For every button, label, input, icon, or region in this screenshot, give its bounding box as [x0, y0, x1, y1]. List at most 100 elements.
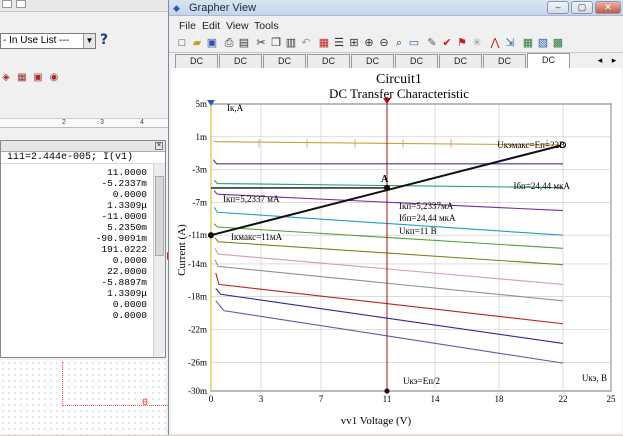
- help-icon[interactable]: ?: [100, 32, 109, 48]
- schematic-workspace[interactable]: [0, 360, 166, 435]
- ruler-tick: 4: [140, 119, 144, 126]
- grapher-toolbar: □ ▰ ▣ ⎙ ▤ ✂ ❐ ▥ ↶ ▦ ☰ ⊞ ⊕ ⊖ ⌕ ▭ ✎ ✔ ⚑ ✳ …: [169, 35, 623, 53]
- vertical-scrollbar[interactable]: [153, 164, 165, 357]
- checkbox[interactable]: [16, 0, 26, 8]
- load-line-point: [383, 184, 391, 192]
- tab-dc-sweep[interactable]: DC Sweep: [307, 54, 350, 79]
- tab-dc-sweep-active[interactable]: DC Sweep: [527, 53, 570, 78]
- maximize-button[interactable]: ▢: [571, 1, 593, 14]
- display-settings-icon[interactable]: ▩: [552, 37, 564, 49]
- component-icon[interactable]: ▦: [17, 72, 27, 83]
- spreadsheet-cell: 0.0000: [112, 310, 147, 321]
- combo-value: - In Use List ---: [3, 35, 70, 46]
- tab-dc-sweep[interactable]: DC Sweep: [351, 54, 394, 79]
- y-tick-label: -11m: [188, 230, 207, 240]
- zoom-full-icon[interactable]: ▭: [408, 37, 420, 49]
- tab-scroll-right-icon[interactable]: ▸: [611, 55, 617, 65]
- zoom-out-icon[interactable]: ⊖: [379, 37, 389, 49]
- component-icon[interactable]: ▣: [33, 72, 43, 83]
- x-tick-label: 11: [383, 394, 392, 404]
- y-tick-label: -30m: [188, 386, 207, 396]
- checkbox[interactable]: [2, 0, 12, 8]
- save-icon[interactable]: ▣: [206, 37, 218, 49]
- dc-transfer-chart[interactable]: Circuit1 DC Transfer Characteristic vv1 …: [171, 68, 622, 433]
- annotation-uce-half: Uкэ=Eп/2: [403, 376, 440, 386]
- x-tick-label: 22: [559, 394, 568, 404]
- characteristic-curve: [215, 272, 564, 325]
- tab-strip: DC Sweep DC Sweep DC Sweep DC Sweep DC S…: [169, 53, 623, 79]
- annotation-uk: Uкп=11 В: [399, 226, 437, 236]
- load-line-point: [207, 232, 215, 239]
- x-tick-label: 25: [607, 394, 617, 404]
- spreadsheet-panel: × ii1=2.444e-005; I(v1) 11.0000 -5.2337m 0…: [0, 140, 166, 358]
- tab-dc-sweep[interactable]: DC Sweep: [175, 54, 218, 79]
- scrollbar-thumb[interactable]: [155, 176, 164, 256]
- close-button[interactable]: ✕: [595, 1, 621, 14]
- spreadsheet-cell: 191.0222: [101, 244, 147, 255]
- y-tick-label: -7m: [193, 197, 208, 207]
- plot-area[interactable]: Circuit1 DC Transfer Characteristic vv1 …: [171, 68, 622, 433]
- reverse-colors-icon[interactable]: ✔: [442, 37, 452, 49]
- cursor-marker-icon: [383, 98, 391, 104]
- chevron-down-icon[interactable]: ▼: [83, 34, 95, 48]
- spreadsheet-values: 11.0000 -5.2337m 0.0000 1.3309μ -11.0000 5.23…: [1, 167, 149, 321]
- load-line-point: [559, 141, 567, 149]
- tab-dc-sweep[interactable]: DC Sweep: [395, 54, 438, 79]
- tab-dc-sweep[interactable]: DC Sweep: [263, 54, 306, 79]
- tab-dc-sweep[interactable]: DC Sweep: [483, 54, 526, 79]
- component-icon[interactable]: ◉: [49, 72, 59, 83]
- tab-scroll-left-icon[interactable]: ◂: [597, 55, 603, 65]
- y-tick-label: 1m: [195, 132, 207, 142]
- menu-view[interactable]: View: [226, 20, 249, 32]
- minimize-button[interactable]: –: [547, 1, 569, 14]
- zoom-in-icon[interactable]: ⊕: [364, 37, 374, 49]
- cursor-icon[interactable]: ⊞: [349, 37, 359, 49]
- ruler-tick: 3: [100, 119, 104, 126]
- print-preview-icon[interactable]: ▤: [238, 37, 250, 49]
- print-icon[interactable]: ⎙: [224, 37, 234, 49]
- spreadsheet-cell: 0.0000: [112, 189, 147, 200]
- measure-icon[interactable]: ▧: [537, 37, 549, 49]
- spreadsheet-cell: 1.3309μ: [107, 200, 147, 211]
- new-icon[interactable]: □: [178, 37, 186, 49]
- select-marks-icon[interactable]: ✳: [472, 37, 482, 49]
- title-bar[interactable]: ◆ Grapher View – ▢ ✕: [169, 0, 623, 16]
- menu-tools[interactable]: Tools: [254, 20, 279, 32]
- spreadsheet-cell: -5.2337m: [101, 178, 147, 189]
- annotation-ikmax: Iкмакс=11мА: [231, 232, 283, 242]
- characteristic-curve: [213, 179, 564, 189]
- y-tick-label: -14m: [188, 259, 207, 269]
- characteristic-curve: [213, 140, 564, 146]
- open-icon[interactable]: ▰: [192, 37, 202, 49]
- legend-icon[interactable]: ☰: [334, 37, 344, 49]
- close-icon[interactable]: ×: [155, 142, 163, 150]
- y-axis-quantity-label: Iк,А: [227, 103, 244, 113]
- component-icon[interactable]: ◈: [2, 72, 10, 83]
- spreadsheet-formula: ii1=2.444e-005; I(v1): [1, 152, 165, 164]
- y-tick-label: -26m: [188, 357, 207, 367]
- y-axis-label: Current (A): [176, 224, 188, 276]
- spreadsheet-cell: 22.0000: [107, 266, 147, 277]
- properties-icon[interactable]: ✎: [427, 37, 437, 49]
- tab-dc-sweep[interactable]: DC Sweep: [439, 54, 482, 79]
- undo-icon[interactable]: ↶: [301, 37, 311, 49]
- export-icon[interactable]: ⇲: [505, 37, 515, 49]
- characteristic-curve: [214, 248, 564, 285]
- spreadsheet-header: ×: [1, 141, 165, 152]
- tab-dc-sweep[interactable]: DC Sweep: [219, 54, 262, 79]
- menu-edit[interactable]: Edit: [202, 20, 221, 32]
- zoom-area-icon[interactable]: ⌕: [395, 37, 403, 49]
- spreadsheet-cell: 5.2350m: [107, 222, 147, 233]
- excel-export-icon[interactable]: ▦: [522, 37, 534, 49]
- ruler-tick: 2: [62, 119, 66, 126]
- x-tick-label: 3: [259, 394, 264, 404]
- overlay-traces-icon[interactable]: ⚑: [457, 37, 467, 49]
- menu-file[interactable]: File: [179, 20, 196, 32]
- grid-icon[interactable]: ▦: [318, 37, 330, 49]
- paste-icon[interactable]: ▥: [285, 37, 297, 49]
- copy-icon[interactable]: ❐: [271, 37, 281, 49]
- trace-icon[interactable]: ⋀: [490, 37, 500, 49]
- cut-icon[interactable]: ✂: [256, 37, 266, 49]
- in-use-list-combo[interactable]: - In Use List --- ▼: [0, 33, 96, 49]
- cursor-marker-left-icon: [207, 100, 215, 106]
